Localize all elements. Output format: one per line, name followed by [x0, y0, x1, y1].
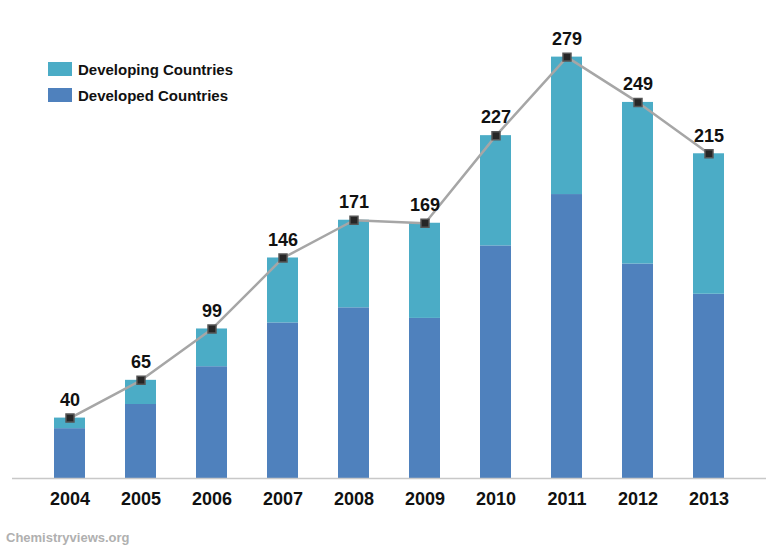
svg-text:279: 279 — [552, 29, 582, 49]
svg-text:65: 65 — [131, 352, 151, 372]
svg-text:2010: 2010 — [476, 489, 516, 509]
html-text:Chemistryviews.org: Chemistryviews.org — [6, 530, 130, 545]
svg-text:40: 40 — [60, 390, 80, 410]
svg-text:2004: 2004 — [50, 489, 90, 509]
html-text:Developed Countries: Developed Countries — [78, 86, 228, 104]
svg-text:2006: 2006 — [192, 489, 232, 509]
svg-text:169: 169 — [410, 195, 440, 215]
svg-text:146: 146 — [268, 230, 298, 250]
svg-text:2009: 2009 — [405, 489, 445, 509]
svg-text:2013: 2013 — [689, 489, 729, 509]
svg-text:171: 171 — [339, 192, 369, 212]
svg-text:2008: 2008 — [334, 489, 374, 509]
svg-text:99: 99 — [202, 301, 222, 321]
svg-text:2012: 2012 — [618, 489, 658, 509]
svg-text:227: 227 — [481, 107, 511, 127]
svg-text:215: 215 — [694, 126, 724, 146]
svg-text:249: 249 — [623, 74, 653, 94]
svg-text:2005: 2005 — [121, 489, 161, 509]
svg-text:2007: 2007 — [263, 489, 303, 509]
html-text:Developing Countries: Developing Countries — [78, 60, 233, 78]
svg-text:2011: 2011 — [547, 489, 586, 509]
